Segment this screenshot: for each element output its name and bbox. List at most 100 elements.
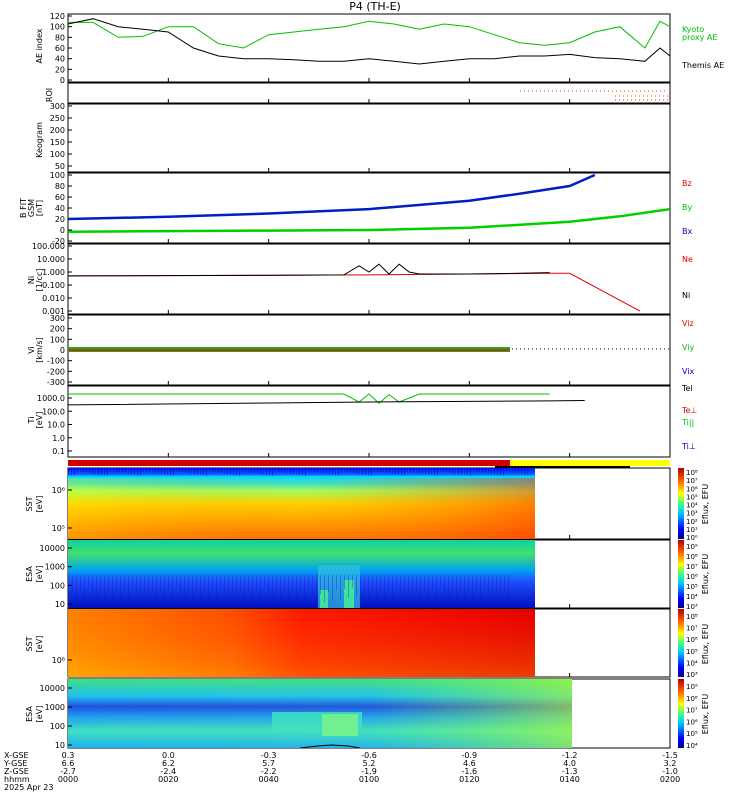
spectrogram-stripe [158,468,159,474]
y-tick-label: 100 [50,150,65,159]
spectrogram-stripe [497,468,498,475]
esa-i-colorbar [678,679,684,748]
esa-i-burst-core [322,714,358,736]
y-tick-label: 1.0 [52,434,65,443]
legend-viz: Viz [682,319,694,328]
colorbar-tick-label: 10⁶ [686,718,698,726]
y-tick-label: -100 [47,357,65,366]
colorbar-tick-label: 10⁸ [686,613,698,621]
spectrogram-stripe [236,468,237,476]
spectrogram-stripe [388,575,389,590]
spectrogram-stripe [448,575,449,605]
spectrogram-stripe [488,575,489,596]
y-tick-label: 100 [50,581,65,590]
colorbar-tick-label: 10⁹ [686,683,698,691]
colorbar-tick-label: 10³ [686,510,698,518]
y-tick-label: 10⁶ [52,486,65,495]
spectrogram-stripe [400,575,401,596]
y-tick-label: 40 [55,55,65,64]
x-axis-value: 0100 [359,775,379,784]
colorbar-tick-label: 10³ [686,603,698,611]
spectrogram-stripe [296,575,297,600]
spectrogram-stripe [359,468,360,474]
spectrogram-stripe [128,468,129,474]
spectrogram-stripe [132,575,133,588]
velocity-noise-band-red [68,349,510,351]
spectrogram-stripe [500,575,501,603]
spectrogram-stripe [196,575,197,593]
y-tick-label: 100.000 [32,242,65,251]
spectrogram-stripe [83,468,84,473]
spectrogram-stripe [527,468,528,475]
spectrogram-stripe [194,468,195,474]
colorbar-tick-label: 10⁷ [686,477,698,485]
spectrogram-stripe [221,468,222,473]
spectrogram-stripe [296,468,297,475]
spectrogram-stripe [143,468,144,472]
spectrogram-stripe [329,468,330,475]
esa-e-ticks: 10000 1000 100 10 [40,544,72,609]
spectrogram-stripe [155,468,156,473]
spectrogram-stripe [272,575,273,605]
colorbar-tick-label: 10⁵ [686,648,698,656]
spectrogram-stripe [288,575,289,601]
colorbar-tick-label: 10⁷ [686,625,698,633]
spectrogram-stripe [116,575,117,591]
spectrogram-stripe [464,575,465,601]
colorbar-tick-label: 10⁴ [686,502,698,510]
y-tick-label: 300 [50,102,65,111]
spectrogram-stripe [428,575,429,600]
x-axis-value: -1.0 [662,767,678,776]
spectrogram-stripe [113,468,114,472]
sst-e-ylabel-2: [eV] [35,496,44,513]
spectrogram-stripe [137,468,138,476]
spectrogram-stripe [272,468,273,476]
spectrogram-stripe [383,468,384,473]
spectrogram-stripe [436,575,437,598]
spectrogram-stripe [188,468,189,473]
spectrogram-stripe [164,575,165,600]
spectrogram-stripe [124,575,125,590]
spectrogram-stripe [500,468,501,476]
spectrogram-stripe [420,575,421,601]
esa-e-ylabel-1: ESA [25,566,34,582]
spectrogram-stripe [204,575,205,591]
y-tick-label: 50 [55,162,65,171]
y-tick-label: 0 [60,76,65,85]
spectrogram-stripe [440,468,441,472]
spectrogram-stripe [228,575,229,605]
spectrogram-stripe [300,575,301,590]
bfield-ylabel-1: B FIT [19,198,28,218]
spectrogram-stripe [185,468,186,473]
y-tick-label: 10⁵ [52,524,65,533]
x-axis-value: 6.6 [62,759,75,768]
y-tick-label: 0.100 [42,281,65,290]
spectrogram-stripe [176,575,177,588]
colorbar-tick-label: 10⁵ [686,583,698,591]
x-axis-value: -1.3 [562,767,578,776]
spectrogram-stripe [464,468,465,475]
density-ylabel-2: [1/cc] [35,269,44,292]
colorbar-tick-label: 10⁷ [686,707,698,715]
ae-ylabel: AE index [35,28,44,63]
spectrogram-stripe [407,468,408,472]
spectrogram-stripe [476,575,477,590]
spectrogram-stripe [268,575,269,596]
spectrogram-stripe [416,468,417,473]
spectrogram-stripe [396,575,397,588]
legend-ti-perp: Ti⊥ [681,442,696,451]
spectrogram-stripe [470,468,471,476]
esa-e-colorbar-ticks: 10⁹ 10⁸ 10⁷ 10⁶ 10⁵ 10⁴ 10³ [686,543,698,611]
spectrogram-stripe [392,575,393,598]
spectrogram-stripe [311,468,312,472]
x-axis-value: 5.7 [262,759,275,768]
spectrogram-stripe [263,468,264,475]
spectrogram-stripe [496,575,497,595]
esa-i-ylabel-2: [eV] [35,706,44,723]
spectrogram-stripe [242,468,243,472]
